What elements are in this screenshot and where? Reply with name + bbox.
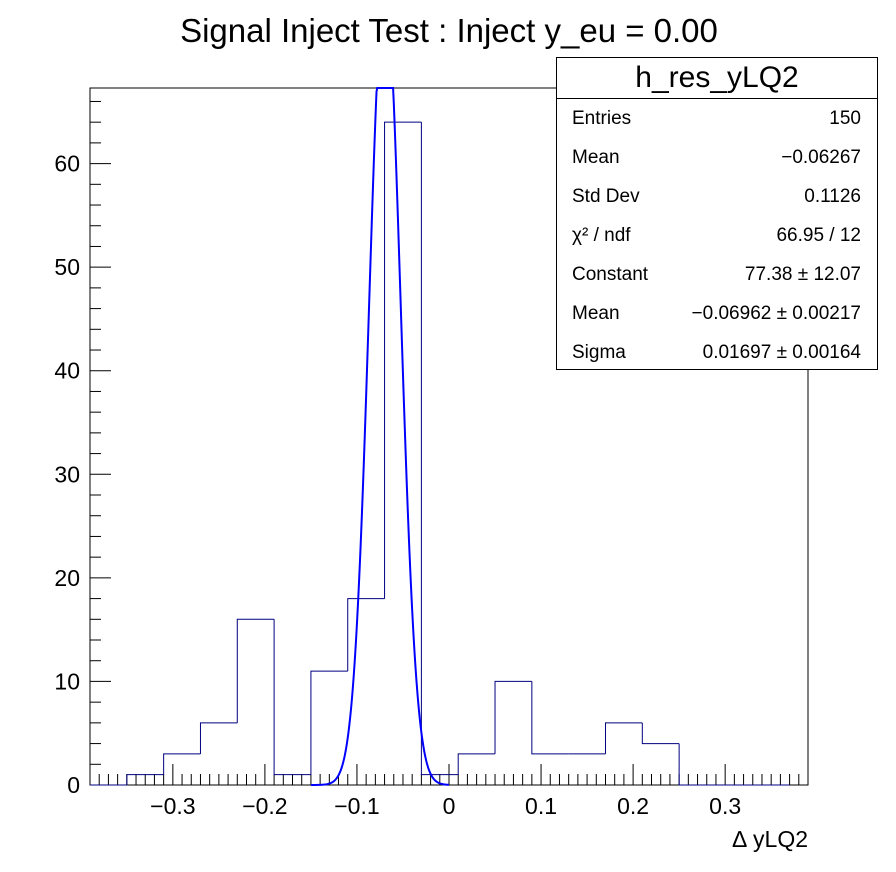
histogram-bin	[310, 670, 348, 775]
histogram-bin	[273, 619, 311, 776]
y-tick-label: 30	[54, 461, 80, 487]
stats-row: Mean −0.06267	[557, 138, 877, 177]
stats-row-label: Std Dev	[572, 185, 640, 207]
histogram-bin	[347, 598, 385, 672]
chart-title: Signal Inject Test : Inject y_eu = 0.00	[180, 12, 718, 49]
histogram-bin	[678, 743, 716, 786]
x-tick-label: −0.1	[334, 793, 379, 819]
stats-row: χ² / ndf 66.95 / 12	[557, 216, 877, 255]
stats-row-label: Entries	[572, 107, 632, 129]
x-tick-label: 0.1	[525, 793, 557, 819]
y-tick-label: 0	[67, 772, 80, 798]
histogram-bin	[199, 722, 238, 754]
histogram-bin	[236, 618, 275, 723]
y-tick-label: 50	[54, 254, 80, 280]
histogram-bin	[604, 722, 643, 754]
histogram-bin	[126, 774, 164, 785]
stats-row: Entries 150	[557, 99, 877, 138]
x-tick-label: −0.2	[242, 793, 287, 819]
histogram-bin	[420, 122, 459, 776]
stats-row-label: χ² / ndf	[572, 224, 631, 246]
stats-row-value: 66.95 / 12	[776, 224, 861, 246]
stats-row-label: Sigma	[572, 341, 626, 363]
stats-row: Mean −0.06962 ± 0.00217	[557, 294, 877, 333]
histogram-bin	[457, 753, 496, 775]
y-tick-label: 20	[54, 565, 80, 591]
x-axis-label: ∆ yLQ2	[733, 826, 808, 852]
stats-title: h_res_yLQ2	[557, 58, 877, 99]
x-tick-label: 0.2	[617, 793, 649, 819]
x-tick-label: 0	[443, 793, 456, 819]
stats-row-value: −0.06962 ± 0.00217	[691, 302, 861, 324]
stats-row-value: 0.01697 ± 0.00164	[702, 341, 861, 363]
stats-row-label: Mean	[572, 146, 620, 168]
stats-row-label: Constant	[572, 263, 649, 285]
stats-row-value: −0.06267	[781, 146, 861, 168]
gaussian-fit-curve	[310, 87, 450, 786]
stats-row-value: 0.1126	[804, 185, 861, 207]
x-tick-label: 0.3	[709, 793, 741, 819]
histogram-bin	[531, 681, 569, 755]
stats-row: Constant 77.38 ± 12.07	[557, 255, 877, 294]
stats-row-value: 77.38 ± 12.07	[744, 263, 861, 285]
stats-row-label: Mean	[572, 302, 620, 324]
histogram-bin	[163, 753, 201, 775]
y-tick-label: 40	[54, 358, 80, 384]
stats-row-value: 150	[829, 107, 861, 129]
x-tick-label: −0.3	[150, 793, 195, 819]
histogram-bin	[494, 680, 532, 754]
y-tick-label: 10	[54, 668, 80, 694]
y-tick-label: 60	[54, 151, 80, 177]
stats-row: Std Dev 0.1126	[557, 177, 877, 216]
stats-box: h_res_yLQ2 Entries 150 Mean −0.06267 Std Dev…	[556, 57, 878, 370]
histogram-bin	[641, 722, 680, 745]
histogram-bin	[384, 121, 422, 599]
stats-row: Sigma 0.01697 ± 0.00164	[557, 333, 877, 372]
